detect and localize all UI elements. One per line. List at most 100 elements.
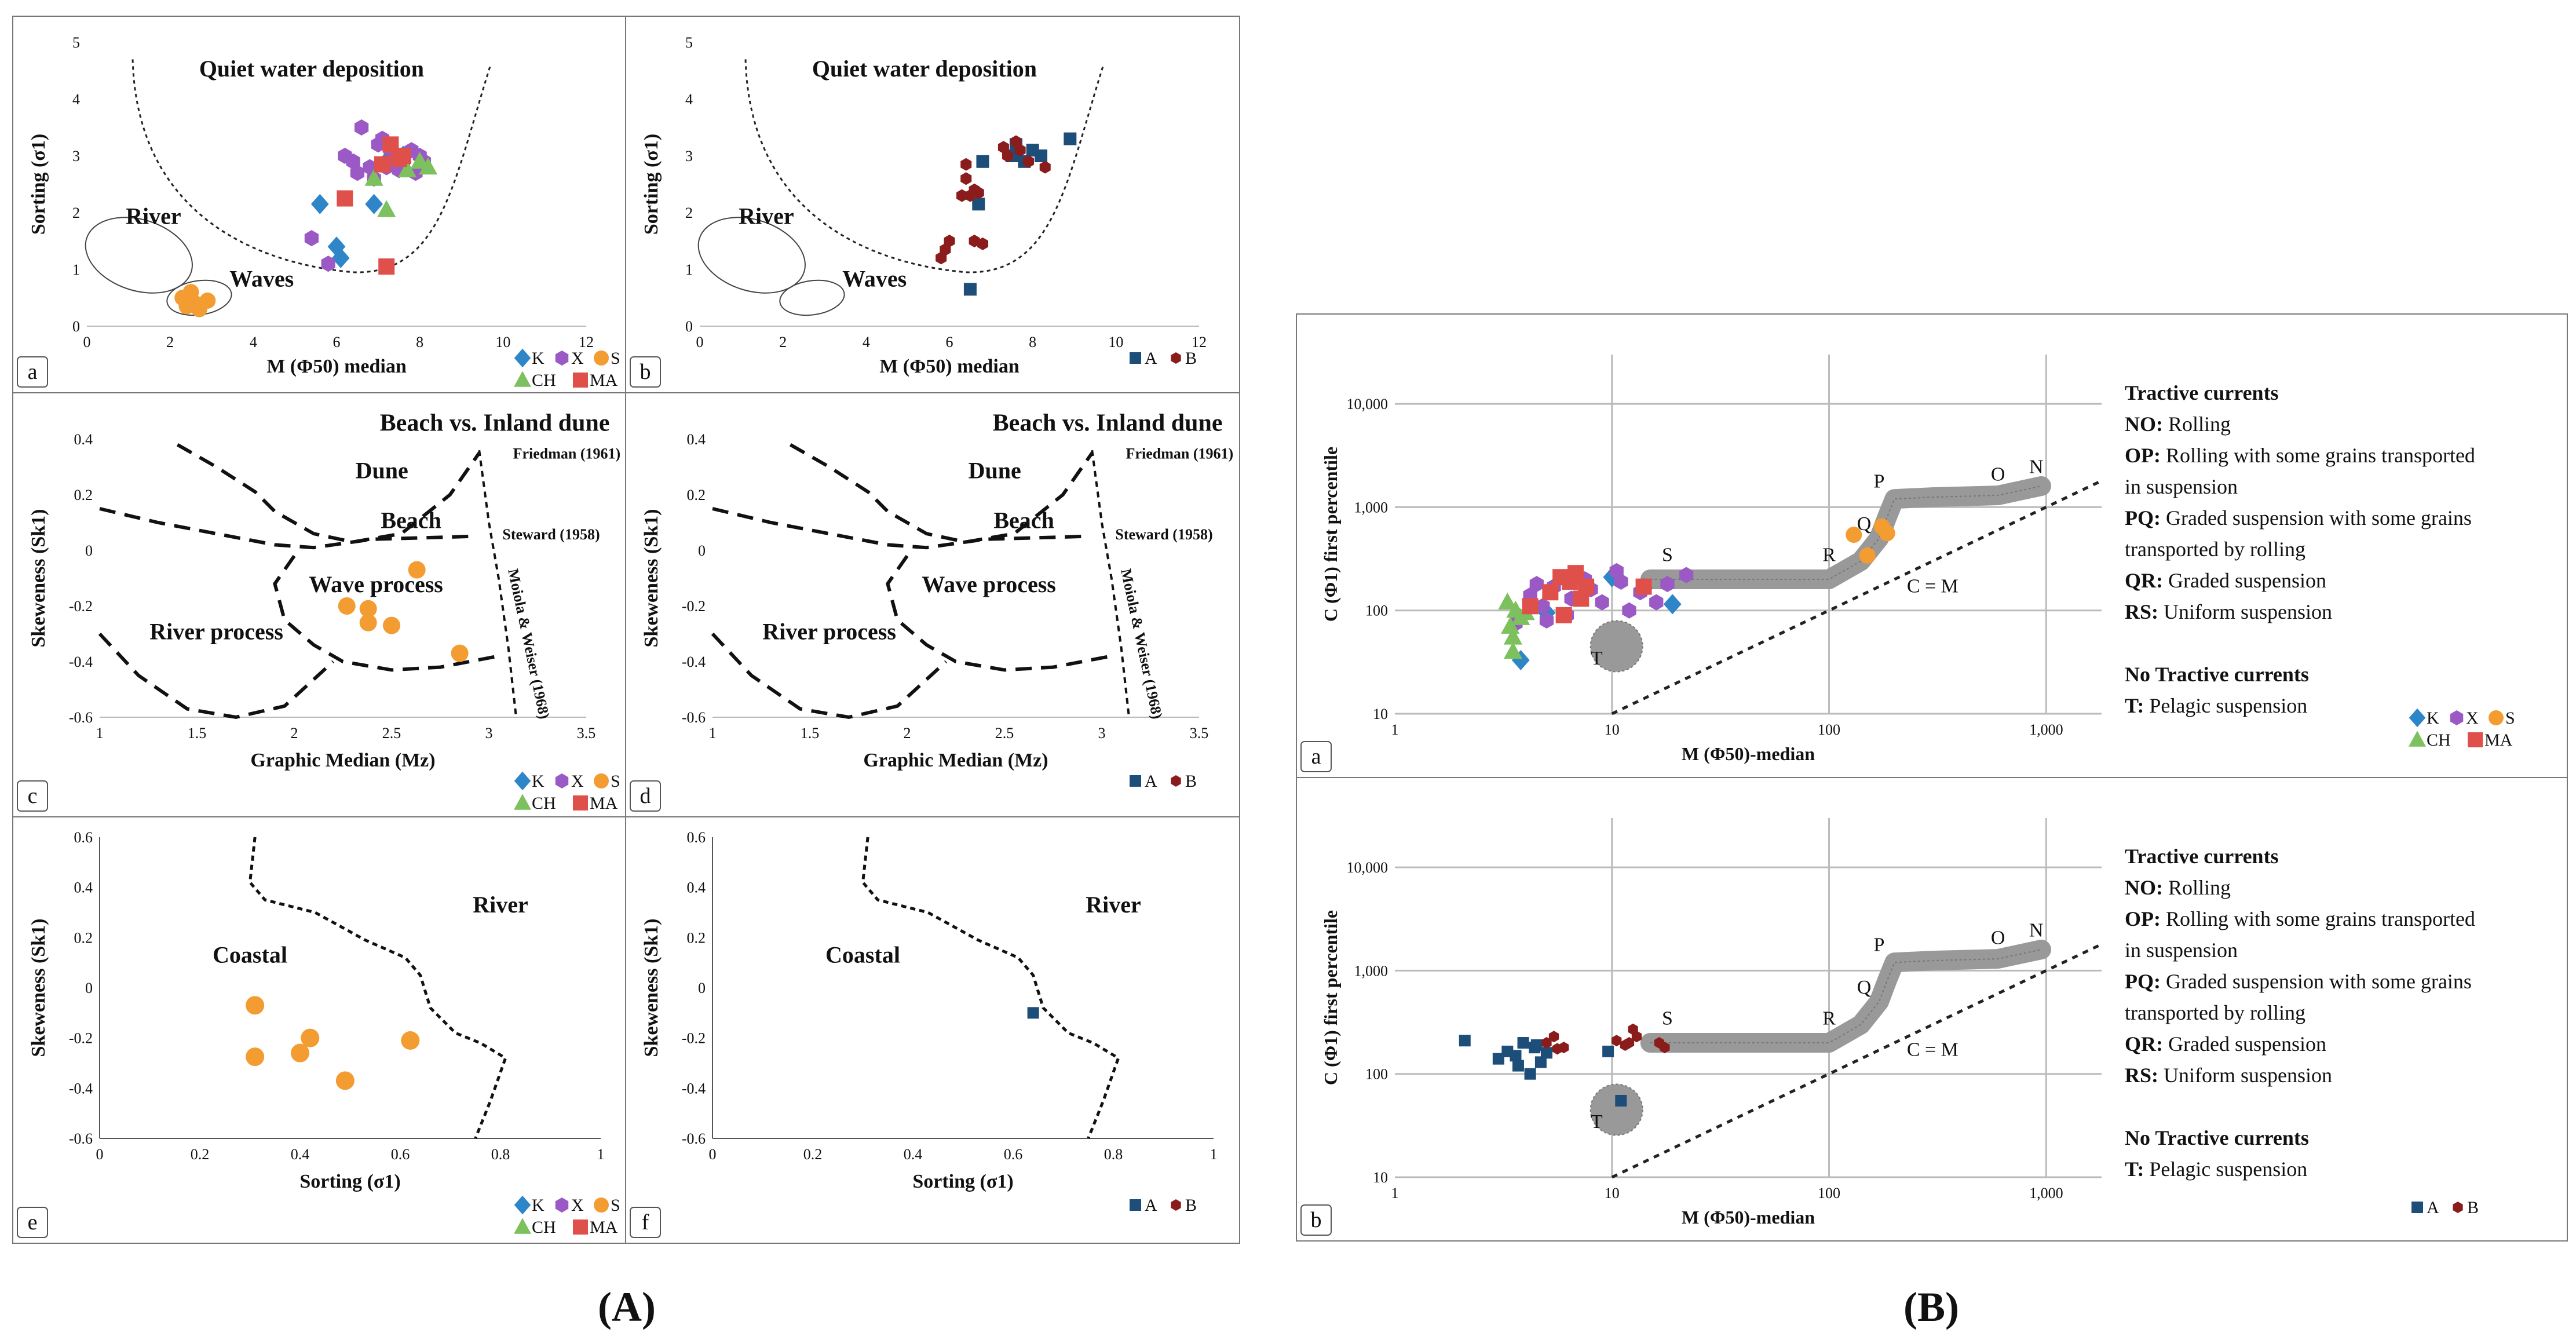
series-a xyxy=(1027,1007,1039,1019)
data-point xyxy=(394,148,411,164)
data-point xyxy=(359,600,377,618)
x-axis-label: M (Φ50)-median xyxy=(1682,743,1815,764)
tractive-item: OP: Rolling with some grains transported xyxy=(2125,444,2475,467)
x-axis-label: Sorting (σ1) xyxy=(299,1171,400,1192)
data-point xyxy=(246,1047,265,1067)
legend-marker-ma xyxy=(573,795,588,810)
y-tick-label: 1,000 xyxy=(1354,962,1389,979)
x-tick-label: 1 xyxy=(597,1146,605,1163)
waves-ellipse xyxy=(779,279,845,316)
legend-label-ch: CH xyxy=(532,794,556,813)
y-tick-label: 4 xyxy=(72,91,80,108)
data-point xyxy=(1567,565,1584,582)
c-equals-m-line xyxy=(1611,479,2103,715)
data-point xyxy=(1548,1031,1559,1043)
legend-marker-b xyxy=(1171,775,1181,787)
legend-marker-k xyxy=(514,771,531,791)
series-s xyxy=(1846,518,1895,564)
panel-letter: b xyxy=(640,360,651,384)
data-point xyxy=(398,160,417,178)
boundary-line xyxy=(98,632,335,720)
data-point xyxy=(354,119,369,136)
y-tick-label: -0.4 xyxy=(682,653,706,670)
data-point xyxy=(960,172,972,185)
data-point xyxy=(383,616,400,634)
legend-label-x: X xyxy=(571,349,584,368)
tractive-code: NO: xyxy=(2125,412,2163,436)
c-equals-m-line xyxy=(1611,943,2103,1179)
data-point xyxy=(1624,1037,1635,1049)
data-point xyxy=(378,258,395,275)
y-tick-label: 4 xyxy=(685,91,693,108)
y-tick-label: 0.2 xyxy=(687,929,706,946)
data-point xyxy=(1663,594,1682,615)
data-point xyxy=(335,1071,355,1090)
tractive-text: transported by rolling xyxy=(2125,538,2305,561)
data-point xyxy=(1555,607,1572,623)
series-ma xyxy=(337,136,411,275)
x-tick-label: 3.5 xyxy=(577,725,596,742)
y-tick-label: -0.6 xyxy=(69,1130,93,1147)
y-tick-label: 10 xyxy=(1373,706,1388,722)
x-tick-label: 3 xyxy=(485,725,493,742)
data-point xyxy=(1039,160,1051,174)
y-tick-label: -0.6 xyxy=(69,709,93,726)
panel-d: d 1 1.5 2 2.5 3 3.5 -0.6 -0.4 -0.2 0 0.2 0.4 Graphic … xyxy=(625,392,1240,817)
series-a xyxy=(1459,1035,1627,1107)
x-axis-label: Sorting (σ1) xyxy=(912,1171,1013,1192)
tractive-text: Graded suspension xyxy=(2163,569,2326,592)
data-point xyxy=(410,152,429,169)
tractive-code: OP: xyxy=(2125,907,2161,930)
data-point xyxy=(977,237,988,250)
legend-label-b: B xyxy=(1185,772,1197,791)
panel-f: f 0 0.2 0.4 0.6 0.8 1 -0.6 -0.4 -0.2 0 0.2 0.4 0.6 Sor… xyxy=(625,816,1240,1244)
pelagic-region xyxy=(1590,1083,1643,1136)
x-tick-label: 0.4 xyxy=(291,1146,310,1163)
series-ch xyxy=(1498,592,1535,659)
y-tick-label: 1 xyxy=(72,261,80,278)
x-tick-label: 6 xyxy=(333,334,341,350)
data-point xyxy=(1022,155,1035,168)
annotation-dune: Dune xyxy=(356,458,408,484)
data-point xyxy=(1503,627,1523,645)
segment-p: P xyxy=(1873,934,1884,956)
legend-marker-a xyxy=(2411,1202,2423,1213)
tractive-text: in suspension xyxy=(2125,475,2238,498)
cm-pattern-band xyxy=(1640,476,2051,590)
tractive-text: transported by rolling xyxy=(2125,1001,2305,1024)
x-tick-label: 1,000 xyxy=(2029,721,2063,738)
tractive-item: OP: Rolling with some grains transported xyxy=(2125,907,2475,930)
data-point xyxy=(1631,1031,1642,1043)
y-tick-label: 0 xyxy=(698,542,706,559)
x-tick-label: 0.6 xyxy=(391,1146,410,1163)
quiet-water-boundary xyxy=(744,59,1105,273)
annotation-waves: Waves xyxy=(229,265,294,291)
y-tick-label: 1 xyxy=(685,261,693,278)
legend-marker-ma xyxy=(573,373,588,388)
panel-c: c 1 1.5 2 2.5 3 3.5 -0.6 -0.4 -0.2 0 0.2 0.4 Graphic … xyxy=(12,392,626,817)
panel-letter-box xyxy=(630,356,661,388)
tractive-text: Rolling xyxy=(2163,876,2231,899)
data-point xyxy=(178,298,195,315)
panel-letter-box xyxy=(17,1207,48,1238)
tractive-text: Graded suspension with some grains xyxy=(2161,506,2472,530)
tractive-item: in suspension xyxy=(2125,475,2238,498)
annotation-moiola: Moiola & Weiser (1968) xyxy=(505,567,553,720)
boundary-line xyxy=(273,554,499,672)
data-point xyxy=(1517,1037,1529,1049)
legend-marker-ch xyxy=(514,1218,531,1234)
legend-marker-ma xyxy=(573,1219,588,1235)
figure-label-a: (A) xyxy=(598,1284,656,1330)
no-tractive-text: Pelagic suspension xyxy=(2144,1158,2307,1181)
data-point xyxy=(359,614,377,631)
label-c-equals-m: C = M xyxy=(1907,575,1959,597)
legend-label-s: S xyxy=(2505,709,2515,728)
y-axis-label: Skeweness (Sk1) xyxy=(641,509,662,648)
data-point xyxy=(1541,1037,1552,1049)
segment-s: S xyxy=(1662,1008,1673,1029)
y-tick-label: 0 xyxy=(698,980,706,996)
data-point xyxy=(377,200,396,217)
tractive-item: transported by rolling xyxy=(2125,538,2305,561)
legend-marker-ch xyxy=(2409,731,2426,747)
